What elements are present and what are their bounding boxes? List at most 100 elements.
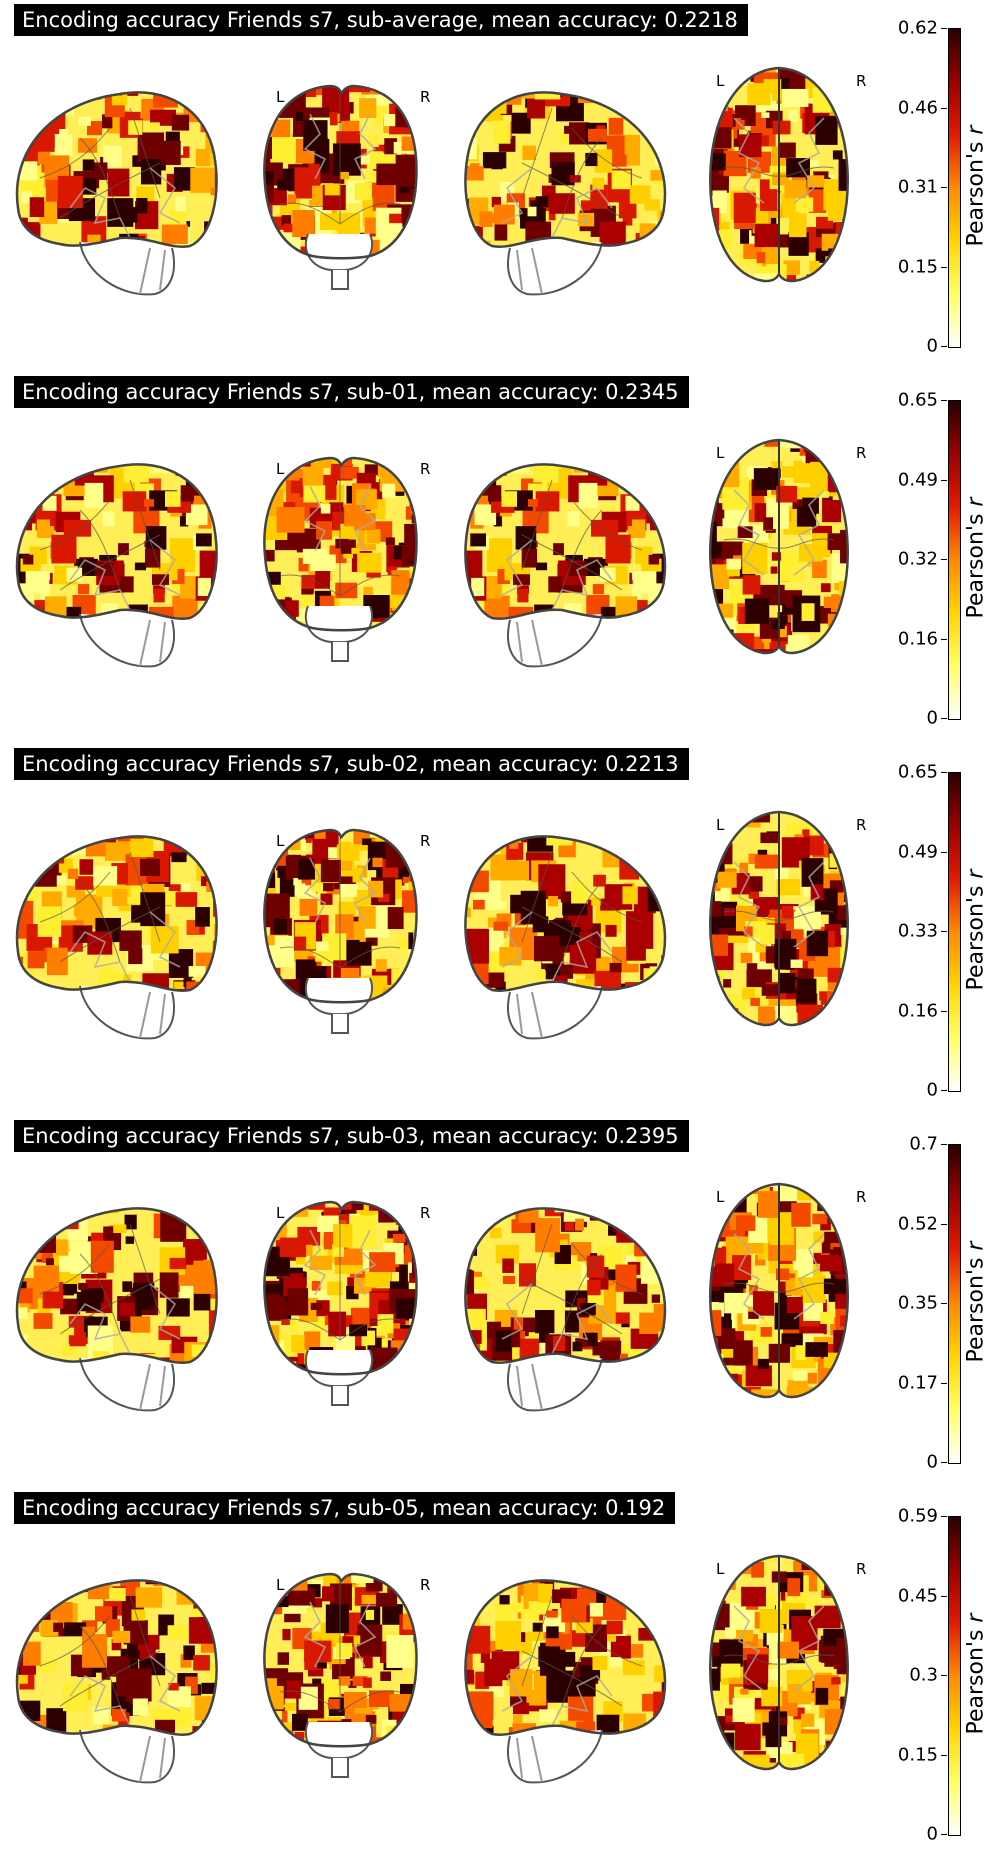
sagittal-right-view — [464, 91, 667, 296]
right-hemisphere-label: R — [420, 88, 431, 106]
colorbar-tick — [941, 1834, 947, 1835]
sagittal-left-view — [15, 463, 218, 668]
axial-view — [709, 66, 849, 283]
colorbar-tick-label: 0.35 — [897, 1292, 938, 1314]
left-hemisphere-label: L — [276, 460, 285, 478]
colorbar-tick-label: 0.46 — [897, 97, 938, 118]
left-hemisphere-label: L — [276, 1576, 285, 1594]
right-hemisphere-label: R — [420, 460, 431, 478]
panel-title: Encoding accuracy Friends s7, sub-02, me… — [14, 748, 689, 780]
colorbar-tick — [941, 1090, 947, 1091]
brain-panel: Encoding accuracy Friends s7, sub-averag… — [0, 0, 1004, 372]
panel-title: Encoding accuracy Friends s7, sub-01, me… — [14, 376, 689, 408]
brain-panel: Encoding accuracy Friends s7, sub-05, me… — [0, 1488, 1004, 1860]
sagittal-right-view — [464, 1207, 667, 1412]
colorbar-tick — [941, 1223, 947, 1225]
colorbar-tick — [941, 346, 947, 347]
left-hemisphere-label: L — [276, 832, 285, 850]
right-hemisphere-label: R — [856, 1188, 867, 1206]
coronal-view — [263, 1572, 418, 1778]
colorbar-tick — [941, 266, 947, 268]
colorbar-tick — [941, 1144, 947, 1145]
sagittal-right-view — [464, 835, 667, 1040]
colorbar-tick — [941, 559, 947, 560]
axial-view — [709, 1554, 849, 1771]
colorbar-tick — [941, 479, 947, 481]
colorbar-tick — [941, 1516, 947, 1517]
colorbar-tick — [941, 1675, 947, 1676]
colorbar-label-symbol: r — [963, 869, 989, 879]
coronal-view — [263, 84, 418, 290]
colorbar-tick-label: 0.17 — [897, 1372, 938, 1393]
brain-panel: Encoding accuracy Friends s7, sub-03, me… — [0, 1116, 1004, 1488]
colorbar-tick-label: 0.3 — [909, 1664, 938, 1686]
colorbar-label: Pearson's r — [964, 1614, 989, 1735]
sagittal-left-view — [15, 835, 218, 1040]
colorbar-tick-label: 0.45 — [897, 1585, 938, 1606]
left-hemisphere-label: L — [716, 1560, 725, 1578]
colorbar-label-symbol: r — [963, 1241, 989, 1251]
right-hemisphere-label: R — [420, 1204, 431, 1222]
colorbar — [948, 1144, 961, 1464]
colorbar-tick-label: 0 — [926, 707, 938, 729]
colorbar-tick-label: 0.52 — [897, 1213, 938, 1234]
colorbar-label-text: Pearson's — [963, 1629, 989, 1735]
panel-title: Encoding accuracy Friends s7, sub-05, me… — [14, 1492, 676, 1524]
colorbar-tick — [941, 1010, 947, 1012]
colorbar-label: Pearson's r — [964, 498, 989, 619]
colorbar — [948, 1516, 961, 1836]
panel-title: Encoding accuracy Friends s7, sub-averag… — [14, 4, 748, 36]
colorbar-tick-label: 0.59 — [897, 1505, 938, 1527]
sagittal-right-view — [464, 463, 667, 668]
sagittal-left-view — [15, 91, 218, 296]
colorbar-tick-label: 0.49 — [897, 841, 938, 862]
colorbar-tick — [941, 187, 947, 188]
panel-title: Encoding accuracy Friends s7, sub-03, me… — [14, 1120, 689, 1152]
colorbar-tick — [941, 1462, 947, 1463]
left-hemisphere-label: L — [716, 72, 725, 90]
colorbar-tick-label: 0.65 — [897, 389, 938, 411]
colorbar-tick-label: 0 — [926, 1451, 938, 1473]
colorbar-tick-label: 0 — [926, 335, 938, 357]
colorbar-tick — [941, 28, 947, 29]
axial-view — [709, 438, 849, 655]
colorbar-tick — [941, 851, 947, 853]
right-hemisphere-label: R — [856, 1560, 867, 1578]
brain-panel: Encoding accuracy Friends s7, sub-01, me… — [0, 372, 1004, 744]
colorbar-tick — [941, 1382, 947, 1384]
colorbar-label-text: Pearson's — [963, 513, 989, 619]
colorbar-tick-label: 0.65 — [897, 761, 938, 783]
colorbar-tick-label: 0.16 — [897, 1000, 938, 1021]
colorbar — [948, 400, 961, 720]
colorbar-label: Pearson's r — [964, 1242, 989, 1363]
colorbar-label-symbol: r — [963, 1613, 989, 1623]
colorbar-tick-label: 0.62 — [897, 17, 938, 39]
right-hemisphere-label: R — [856, 816, 867, 834]
colorbar — [948, 28, 961, 348]
coronal-view — [263, 828, 418, 1034]
colorbar-tick — [941, 1303, 947, 1304]
colorbar-tick-label: 0.15 — [897, 1744, 938, 1765]
colorbar-tick — [941, 400, 947, 401]
colorbar-label-symbol: r — [963, 497, 989, 507]
right-hemisphere-label: R — [856, 72, 867, 90]
left-hemisphere-label: L — [276, 88, 285, 106]
right-hemisphere-label: R — [420, 832, 431, 850]
colorbar-tick — [941, 638, 947, 640]
sagittal-left-view — [15, 1579, 218, 1784]
sagittal-right-view — [464, 1579, 667, 1784]
colorbar-tick-label: 0.15 — [897, 256, 938, 277]
colorbar-tick-label: 0.16 — [897, 628, 938, 649]
colorbar-tick — [941, 107, 947, 109]
colorbar-label-text: Pearson's — [963, 141, 989, 247]
colorbar-tick-label: 0.31 — [897, 176, 938, 198]
colorbar-tick — [941, 1754, 947, 1756]
colorbar-tick — [941, 931, 947, 932]
coronal-view — [263, 456, 418, 662]
colorbar-tick — [941, 1595, 947, 1597]
colorbar-tick-label: 0 — [926, 1079, 938, 1101]
colorbar-tick-label: 0 — [926, 1823, 938, 1845]
coronal-view — [263, 1200, 418, 1406]
colorbar-label-text: Pearson's — [963, 885, 989, 991]
left-hemisphere-label: L — [716, 444, 725, 462]
